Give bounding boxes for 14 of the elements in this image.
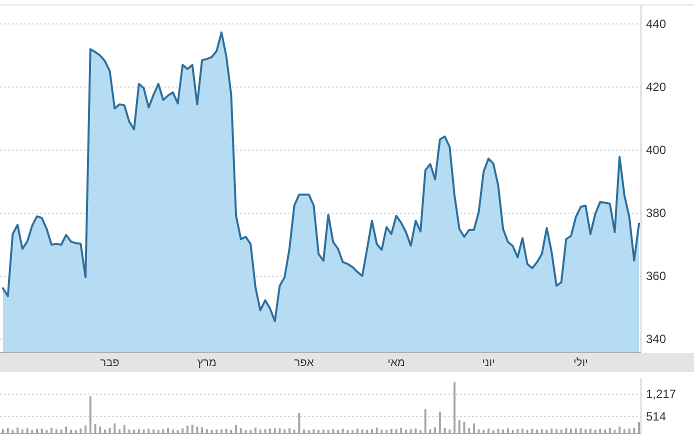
y-tick-label: 400 bbox=[646, 142, 666, 157]
y-tick-label: 514 bbox=[646, 410, 666, 424]
y-tick-label: 420 bbox=[646, 80, 666, 94]
x-tick-label: אפר bbox=[294, 356, 314, 369]
y-tick-label: 360 bbox=[646, 269, 666, 284]
x-tick-label: פבר bbox=[100, 356, 120, 369]
x-tick-label: מרץ bbox=[197, 356, 216, 369]
x-tick-label: מאי bbox=[388, 356, 405, 369]
x-tick-label: יולי bbox=[574, 356, 588, 369]
y-tick-label: 380 bbox=[646, 206, 666, 220]
y-tick-label: 440 bbox=[646, 16, 666, 31]
y-tick-label: 1,217 bbox=[646, 387, 676, 402]
y-tick-label: 340 bbox=[646, 332, 666, 346]
x-tick-label: יוני bbox=[482, 356, 495, 369]
